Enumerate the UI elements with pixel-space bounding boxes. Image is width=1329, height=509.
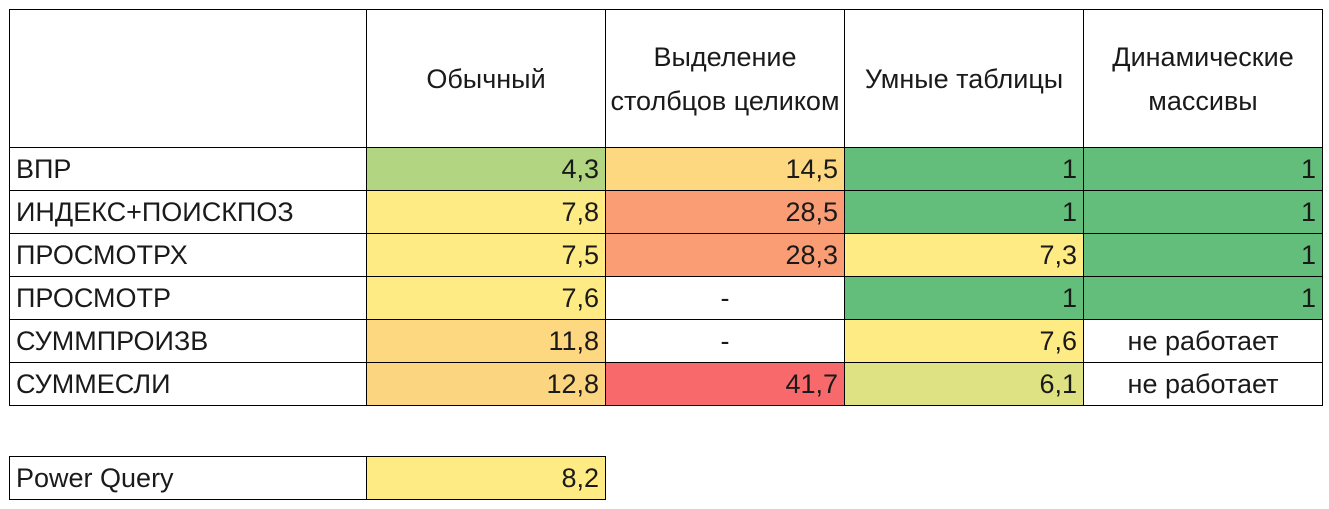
value-cell[interactable]: 41,7	[605, 362, 845, 406]
header-dynamic-arrays[interactable]: Динамические массивы	[1083, 9, 1323, 148]
row-label[interactable]: ПРОСМОТР	[9, 276, 367, 320]
value-cell[interactable]: 28,3	[605, 233, 845, 277]
value-cell[interactable]: 14,5	[605, 147, 845, 191]
table-row: ВПР 4,3 14,5 1 1	[9, 147, 1323, 191]
header-regular[interactable]: Обычный	[366, 9, 606, 148]
value-cell[interactable]: 1	[844, 147, 1084, 191]
row-label[interactable]: СУММЕСЛИ	[9, 362, 367, 406]
value-cell[interactable]: 1	[844, 190, 1084, 234]
value-cell[interactable]: 1	[1083, 190, 1323, 234]
value-cell[interactable]: 11,8	[366, 319, 606, 363]
header-row: Обычный Выделение столбцов целиком Умные…	[9, 9, 1323, 148]
value-cell[interactable]: -	[605, 319, 845, 363]
table-row: ИНДЕКС+ПОИСКПОЗ 7,8 28,5 1 1	[9, 190, 1323, 234]
table-row: Power Query 8,2	[9, 456, 606, 500]
value-cell[interactable]: -	[605, 276, 845, 320]
value-cell[interactable]: 7,8	[366, 190, 606, 234]
value-cell[interactable]: 7,3	[844, 233, 1084, 277]
header-smart-tables[interactable]: Умные таблицы	[844, 9, 1084, 148]
header-corner-cell[interactable]	[9, 9, 367, 148]
table-row: СУММЕСЛИ 12,8 41,7 6,1 не работает	[9, 362, 1323, 406]
value-cell[interactable]: 1	[1083, 276, 1323, 320]
value-cell[interactable]: 7,6	[844, 319, 1084, 363]
row-label[interactable]: СУММПРОИЗВ	[9, 319, 367, 363]
value-cell[interactable]: 1	[1083, 233, 1323, 277]
power-query-value[interactable]: 8,2	[366, 456, 606, 500]
table-row: ПРОСМОТРХ 7,5 28,3 7,3 1	[9, 233, 1323, 277]
table-row: ПРОСМОТР 7,6 - 1 1	[9, 276, 1323, 320]
value-cell[interactable]: не работает	[1083, 362, 1323, 406]
power-query-label[interactable]: Power Query	[9, 456, 367, 500]
value-cell[interactable]: 7,5	[366, 233, 606, 277]
value-cell[interactable]: 7,6	[366, 276, 606, 320]
value-cell[interactable]: 12,8	[366, 362, 606, 406]
row-label[interactable]: ВПР	[9, 147, 367, 191]
value-cell[interactable]: не работает	[1083, 319, 1323, 363]
table-row: СУММПРОИЗВ 11,8 - 7,6 не работает	[9, 319, 1323, 363]
timing-table: Обычный Выделение столбцов целиком Умные…	[9, 9, 1323, 406]
value-cell[interactable]: 6,1	[844, 362, 1084, 406]
value-cell[interactable]: 1	[1083, 147, 1323, 191]
header-whole-columns[interactable]: Выделение столбцов целиком	[605, 9, 845, 148]
row-label[interactable]: ПРОСМОТРХ	[9, 233, 367, 277]
value-cell[interactable]: 1	[844, 276, 1084, 320]
power-query-table: Power Query 8,2	[9, 456, 606, 500]
row-label[interactable]: ИНДЕКС+ПОИСКПОЗ	[9, 190, 367, 234]
value-cell[interactable]: 4,3	[366, 147, 606, 191]
value-cell[interactable]: 28,5	[605, 190, 845, 234]
